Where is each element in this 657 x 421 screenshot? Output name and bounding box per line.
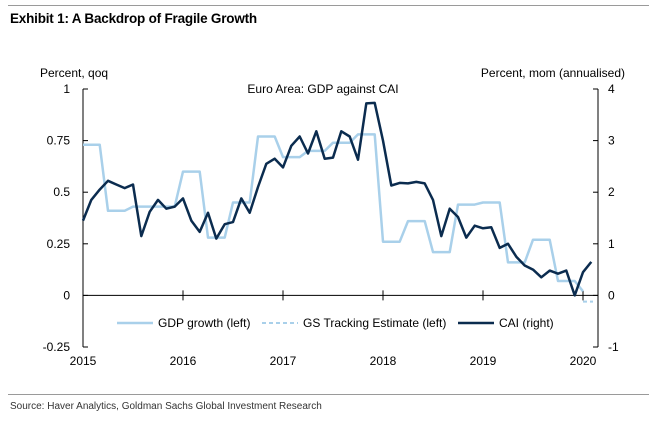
legend: GDP growth (left) GS Tracking Estimate (… (117, 316, 554, 330)
y-axis-left-ticks: -0.25 0 0.25 0.5 0.75 1 (43, 82, 88, 354)
series-gdp-growth-line (83, 133, 584, 293)
y-right-tick-label: 3 (608, 134, 615, 148)
top-rule (8, 5, 649, 6)
axes (82, 89, 599, 347)
series-cai-line (81, 101, 593, 297)
y-right-tick-label: 1 (608, 237, 615, 251)
x-tick-label: 2017 (270, 354, 297, 368)
source-note: Source: Haver Analytics, Goldman Sachs G… (10, 401, 322, 412)
y-axis-right-label: Percent, mom (annualised) (481, 66, 625, 80)
y-left-tick-label: 0.75 (47, 134, 71, 148)
x-axis-ticks: 2015 2016 2017 2018 2019 2020 (70, 290, 597, 368)
y-axis-right-ticks: -1 0 1 2 3 4 (593, 82, 619, 354)
y-left-tick-label: 0.5 (53, 185, 70, 199)
y-right-tick-label: -1 (608, 340, 619, 354)
x-tick-label: 2019 (470, 354, 497, 368)
exhibit-title: Exhibit 1: A Backdrop of Fragile Growth (10, 11, 257, 26)
x-tick-label: 2015 (70, 354, 97, 368)
y-right-tick-label: 0 (608, 288, 615, 302)
x-tick-label: 2016 (170, 354, 197, 368)
legend-gdp-label: GDP growth (left) (158, 316, 250, 330)
bottom-rule (8, 394, 649, 395)
y-left-tick-label: 1 (63, 82, 70, 96)
y-left-tick-label: 0 (63, 288, 70, 302)
chart-title: Euro Area: GDP against CAI (247, 82, 398, 96)
series-layer (81, 101, 593, 303)
legend-cai-label: CAI (right) (499, 316, 554, 330)
y-right-tick-label: 2 (608, 185, 615, 199)
y-axis-left-label: Percent, qoq (40, 66, 108, 80)
x-tick-label: 2020 (570, 354, 597, 368)
x-tick-label: 2018 (370, 354, 397, 368)
y-right-tick-label: 4 (608, 82, 615, 96)
y-left-tick-label: 0.25 (47, 237, 71, 251)
y-left-tick-label: -0.25 (43, 340, 71, 354)
legend-gs-label: GS Tracking Estimate (left) (303, 316, 446, 330)
